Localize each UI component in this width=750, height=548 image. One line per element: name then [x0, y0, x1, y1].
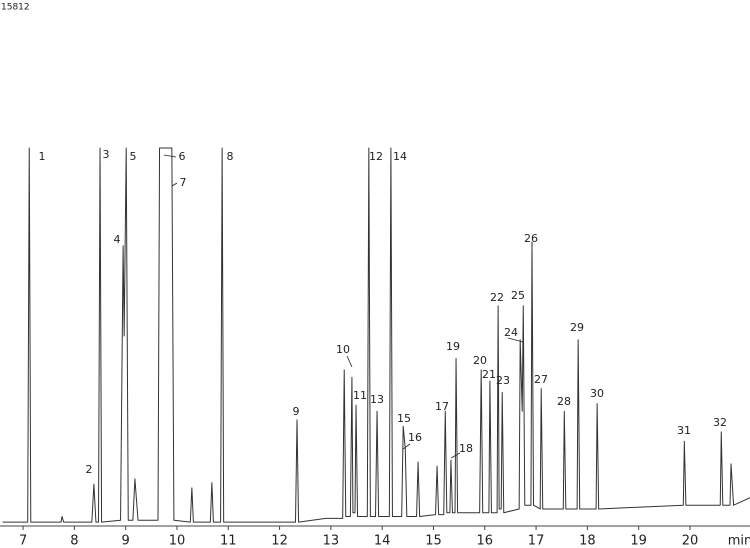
x-axis-label: min [728, 534, 750, 548]
peak-label: 23 [496, 374, 510, 387]
peak-label: 1 [39, 150, 46, 163]
trace [2, 147, 750, 523]
peak-label: 26 [524, 232, 538, 245]
peak-label: 3 [103, 148, 110, 161]
peak-label: 14 [393, 150, 407, 163]
peak-label: 13 [370, 393, 384, 406]
peak-label: 8 [227, 150, 234, 163]
peak-label: 28 [557, 395, 571, 408]
peak-label: 20 [473, 354, 487, 367]
peak-label: 27 [534, 373, 548, 386]
x-tick-label: 16 [477, 534, 494, 548]
peak-label: 10 [336, 343, 350, 356]
peak-label: 32 [713, 416, 727, 429]
x-tick-label: 8 [70, 534, 78, 548]
peak-label: 7 [180, 176, 187, 189]
peak-label: 25 [511, 289, 525, 302]
x-tick-label: 18 [579, 534, 596, 548]
peak-label: 31 [677, 424, 691, 437]
peak-label: 22 [490, 291, 504, 304]
peak-label: 17 [435, 400, 449, 413]
peak-label: 2 [86, 463, 93, 476]
leader-line [171, 182, 178, 187]
x-tick-label: 12 [271, 534, 288, 548]
x-tick-label: 10 [169, 534, 186, 548]
leader-line [402, 443, 411, 450]
x-tick-label: 9 [122, 534, 130, 548]
x-tick-label: 13 [323, 534, 340, 548]
peak-label: 15 [397, 412, 411, 425]
x-tick-label: 17 [528, 534, 545, 548]
x-tick-label: 7 [19, 534, 27, 548]
x-tick-label: 20 [682, 534, 699, 548]
peak-label: 16 [408, 431, 422, 444]
peak-label: 5 [130, 150, 137, 163]
x-tick-label: 14 [374, 534, 391, 548]
peak-label: 29 [570, 321, 584, 334]
corner-text: 15812 [1, 3, 30, 13]
peak-label: 24 [504, 326, 518, 339]
peak-label: 21 [482, 368, 496, 381]
x-tick-label: 15 [425, 534, 442, 548]
leader-line [346, 355, 353, 368]
peak-label: 9 [293, 405, 300, 418]
peak-label: 11 [353, 389, 367, 402]
peak-label: 4 [114, 233, 121, 246]
peak-label: 6 [179, 150, 186, 163]
peak-label: 12 [369, 150, 383, 163]
peak-label: 19 [446, 340, 460, 353]
peak-label: 18 [459, 442, 473, 455]
leader-line [163, 154, 177, 158]
x-tick-label: 11 [220, 534, 237, 548]
peak-label: 30 [590, 387, 604, 400]
x-tick-label: 19 [630, 534, 647, 548]
